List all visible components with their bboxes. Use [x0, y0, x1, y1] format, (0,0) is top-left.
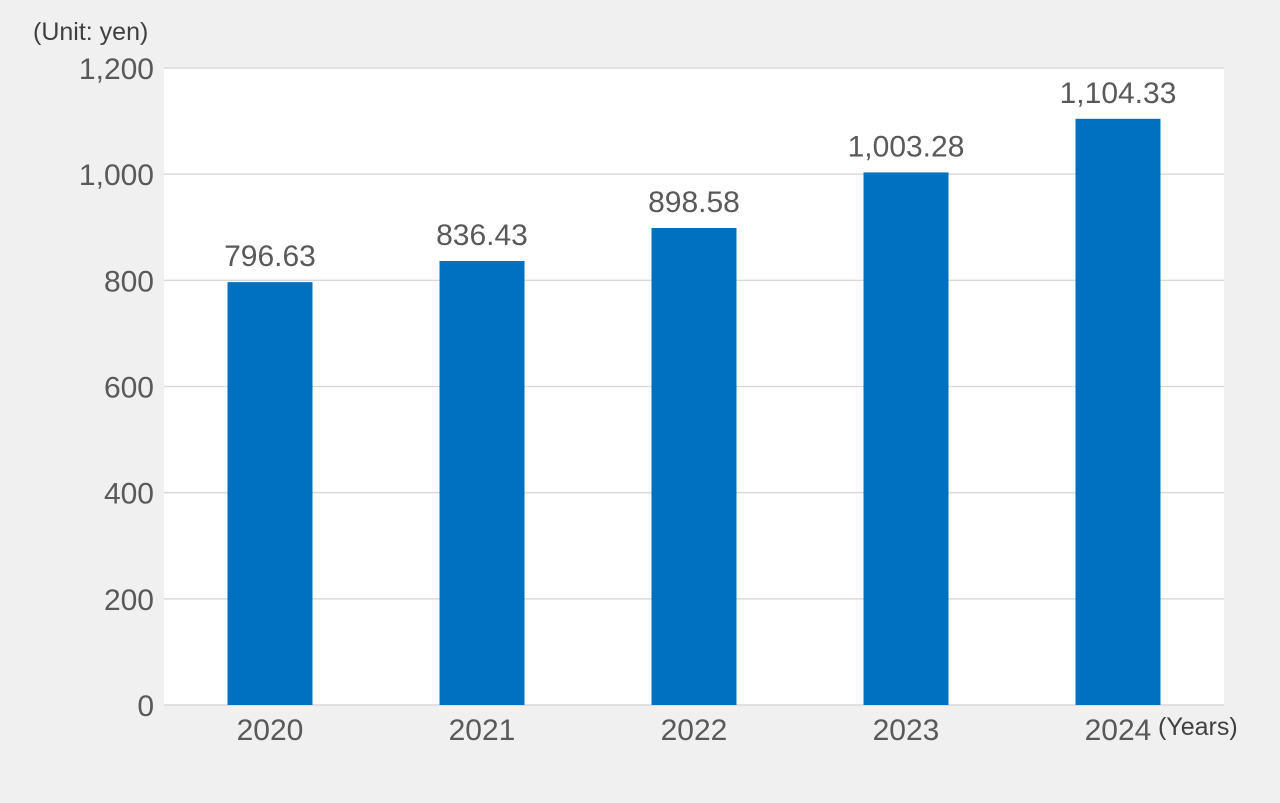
x-unit-label: (Years)	[1158, 713, 1238, 741]
y-tick-label: 400	[104, 478, 154, 511]
x-tick-label: 2024	[1085, 714, 1152, 747]
data-label-2023: 1,003.28	[848, 130, 965, 163]
y-tick-label: 1,000	[79, 159, 154, 192]
x-tick-label: 2021	[449, 714, 516, 747]
x-tick-label: 2020	[237, 714, 304, 747]
x-tick-label: 2022	[661, 714, 728, 747]
y-tick-label: 600	[104, 372, 154, 405]
y-axis: 0 200 400 600 800 1,000 1,200	[79, 53, 154, 723]
bar-2021	[439, 260, 525, 705]
bar-2020	[227, 282, 313, 705]
bars	[227, 118, 1161, 705]
bar-2022	[651, 228, 737, 705]
bar-2024	[1075, 118, 1161, 705]
y-tick-label: 200	[104, 584, 154, 617]
x-axis: 2020 2021 2022 2023 2024	[237, 714, 1152, 747]
data-label-2024: 1,104.33	[1060, 77, 1177, 110]
y-tick-label: 800	[104, 265, 154, 298]
y-tick-label: 1,200	[79, 53, 154, 86]
x-tick-label: 2023	[873, 714, 940, 747]
y-tick-label: 0	[137, 690, 154, 723]
bar-2023	[863, 172, 949, 705]
data-label-2022: 898.58	[648, 186, 740, 219]
y-unit-label: (Unit: yen)	[33, 18, 148, 46]
data-label-2021: 836.43	[436, 219, 528, 252]
data-label-2020: 796.63	[224, 240, 316, 273]
data-labels: 796.63 836.43 898.58 1,003.28 1,104.33	[224, 77, 1176, 273]
